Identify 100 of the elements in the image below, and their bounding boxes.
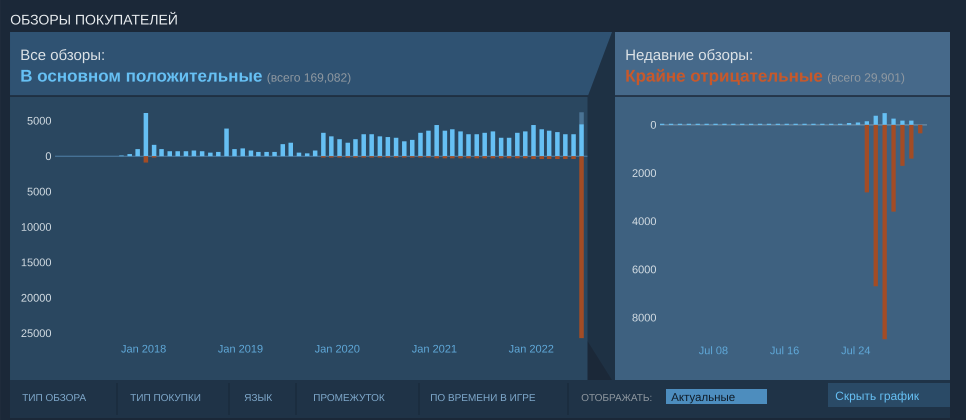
text: (всего 169,082) [268,72,350,84]
chart-title: Недавние обзоры: [626,49,752,64]
bar [426,130,431,156]
bar [546,130,552,156]
bar [329,136,334,156]
bar [531,125,536,156]
bar [280,144,286,156]
y-tick-label: 5000 [27,116,52,125]
text: ЯЗЫК [244,394,272,402]
bar [337,139,342,156]
bar [410,140,415,156]
bar [482,132,487,156]
y-tick-label: 8000 [632,314,656,322]
bar [248,150,254,156]
bar [184,151,188,156]
y-tick-label: 20000 [21,294,52,302]
bar [232,149,237,156]
bar [458,131,463,156]
text: Скрыть график [836,391,920,402]
y-tick-label: 0 [650,121,656,129]
bar [434,125,439,156]
bar [900,124,905,166]
x-tick-label: Jan 2018 [121,344,166,353]
bar [321,132,326,156]
bar [418,132,423,156]
bar [498,138,504,156]
bar [546,156,552,160]
bar [891,124,896,212]
bar [882,124,887,340]
bar [579,124,584,156]
bar [346,142,350,156]
bar [152,144,156,156]
bar [288,142,293,156]
x-tick-label: Jul 08 [698,346,728,354]
bar [555,132,560,156]
text: ТИП ОБЗОРА [22,394,86,402]
text: (всего 29,901) [828,72,904,84]
bar [539,156,544,160]
bar [216,152,221,156]
y-tick-label: 2000 [632,169,656,177]
text: ОБЗОРЫ ПОКУПАТЕЛЕЙ [10,12,177,25]
bar [272,152,277,156]
bar [909,120,914,125]
bar [909,124,914,159]
bar [378,136,382,156]
x-tick-label: Jul 24 [841,346,870,354]
bar [256,152,261,156]
bar [515,132,520,156]
x-tick-label: Jan 2022 [508,344,554,353]
bar [353,139,358,156]
y-tick-label: 15000 [22,258,52,266]
chart-subtitle: Крайне отрицательные [626,68,822,86]
bar [918,124,922,134]
bar [135,149,140,156]
bar [874,116,878,125]
text: Актуальные [671,393,735,404]
bar [175,151,180,156]
bar [369,134,374,156]
bar [856,122,860,125]
bar [490,131,496,156]
bar [571,134,576,156]
text: ТИП ПОКУПКИ [130,394,200,402]
bar [563,156,568,160]
bar [450,129,455,156]
y-tick-label: 0 [46,152,52,160]
text: ПРОМЕЖУТОК [314,394,385,402]
bar [900,120,905,125]
bar [555,156,560,160]
bar [474,134,479,156]
bar [394,138,398,156]
bar [539,129,544,156]
bar [874,124,878,286]
chart-subtitle: В основном положительные [21,70,262,82]
bar [240,148,245,156]
bar [523,131,528,156]
bar [386,137,390,156]
bar [531,156,536,160]
bar [864,121,869,125]
bar [571,156,576,160]
x-tick-label: Jan 2021 [412,344,456,353]
bar [579,112,584,124]
bar [402,141,407,156]
y-tick-label: 10000 [22,223,52,231]
text: ПО ВРЕМЕНИ В ИГРЕ [431,394,536,402]
bar [563,134,568,156]
y-tick-label: 4000 [632,217,656,226]
bar [466,134,471,156]
bar [144,112,148,156]
bar [144,156,148,163]
bar [224,128,229,156]
bar [168,151,172,156]
bar [579,156,584,338]
x-tick-label: Jan 2019 [218,344,263,353]
bar [506,138,512,156]
y-tick-label: 5000 [27,188,52,196]
bar [312,150,318,156]
bar [264,152,269,156]
chart-title: Все обзоры: [21,49,104,64]
text: ОТОБРАЖАТЬ: [582,394,652,402]
bar [864,124,869,192]
